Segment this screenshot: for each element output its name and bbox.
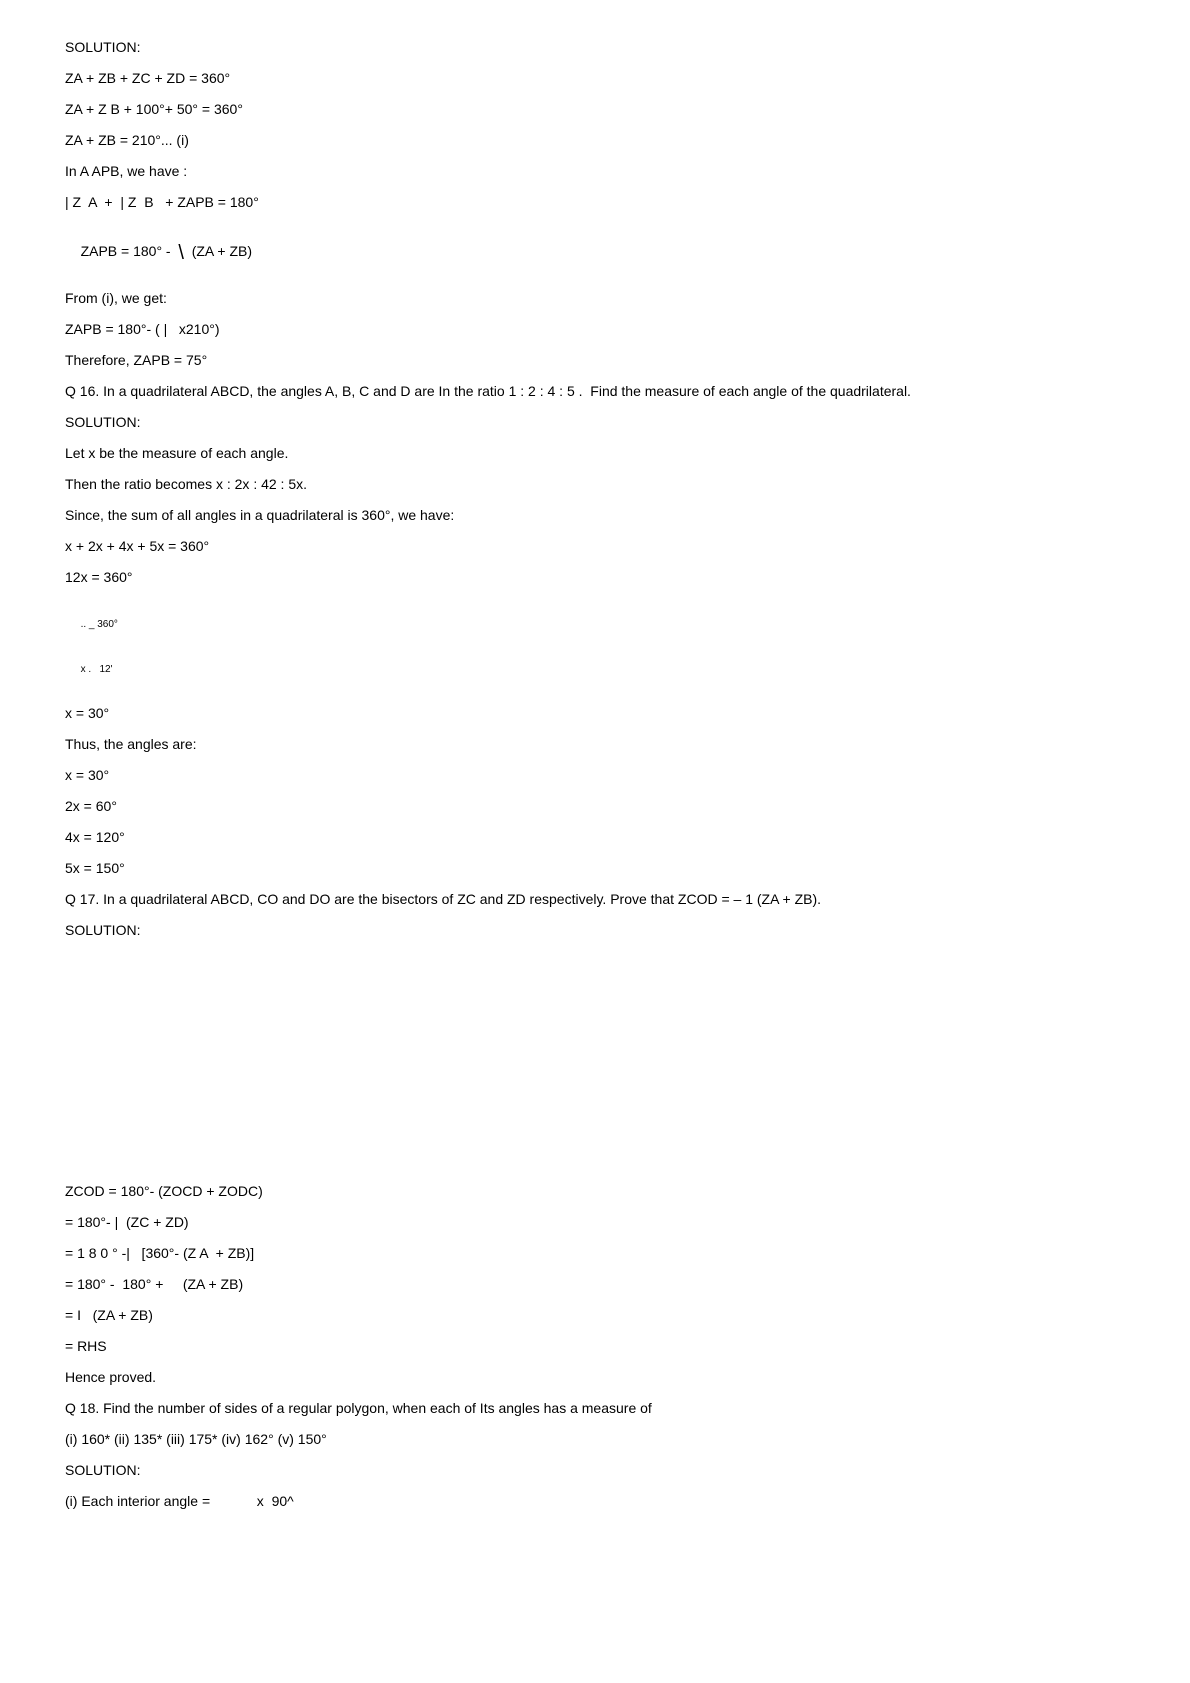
eq-line: ZCOD = 180°- (ZOCD + ZODC)	[65, 1184, 1125, 1198]
question-17: Q 17. In a quadrilateral ABCD, CO and DO…	[65, 892, 1125, 906]
eq-line: ZA + Z B + 100°+ 50° = 360°	[65, 102, 1125, 116]
solution-heading: SOLUTION:	[65, 415, 1125, 429]
text-line: In A APB, we have :	[65, 164, 1125, 178]
eq-line: x = 30°	[65, 768, 1125, 782]
solution-heading: SOLUTION:	[65, 40, 1125, 54]
diagram-placeholder	[65, 954, 1125, 1184]
eq-line: ZA + ZB = 210°... (i)	[65, 133, 1125, 147]
eq-line: = 180° - 180° + (ZA + ZB)	[65, 1277, 1125, 1291]
eq-line: x = 30°	[65, 706, 1125, 720]
frac-num: 360°	[97, 619, 118, 630]
eq-fraction: x . 12'	[65, 646, 1125, 689]
text-line: Then the ratio becomes x : 2x : 42 : 5x.	[65, 477, 1125, 491]
eq-part: ZAPB = 180° -	[81, 243, 179, 259]
eq-part: .. _	[81, 619, 98, 630]
text-line: From (i), we get:	[65, 291, 1125, 305]
eq-line: 4x = 120°	[65, 830, 1125, 844]
text-line: Hence proved.	[65, 1370, 1125, 1384]
eq-line: 12x = 360°	[65, 570, 1125, 584]
text-line: (i) 160* (ii) 135* (iii) 175* (iv) 162° …	[65, 1432, 1125, 1446]
document-page: SOLUTION: ZA + ZB + ZC + ZD = 360° ZA + …	[0, 0, 1190, 1683]
solution-heading: SOLUTION:	[65, 923, 1125, 937]
eq-symbol: \	[178, 242, 184, 264]
eq-line: = I (ZA + ZB)	[65, 1308, 1125, 1322]
question-16: Q 16. In a quadrilateral ABCD, the angle…	[65, 384, 1125, 398]
eq-line: = 180°- | (ZC + ZD)	[65, 1215, 1125, 1229]
text-line: Let x be the measure of each angle.	[65, 446, 1125, 460]
eq-line: ZA + ZB + ZC + ZD = 360°	[65, 71, 1125, 85]
eq-line: | Z A + | Z B + ZAPB = 180°	[65, 195, 1125, 209]
eq-line: 2x = 60°	[65, 799, 1125, 813]
frac-den: 12'	[99, 664, 112, 675]
eq-line: x + 2x + 4x + 5x = 360°	[65, 539, 1125, 553]
eq-line: ZAPB = 180°- ( | x210°)	[65, 322, 1125, 336]
eq-line: Therefore, ZAPB = 75°	[65, 353, 1125, 367]
eq-part: (ZA + ZB)	[184, 243, 252, 259]
text-line: Thus, the angles are:	[65, 737, 1125, 751]
eq-line: (i) Each interior angle = x 90^	[65, 1494, 1125, 1508]
text-line: Since, the sum of all angles in a quadri…	[65, 508, 1125, 522]
eq-fraction: .. _ 360°	[65, 601, 1125, 644]
solution-heading: SOLUTION:	[65, 1463, 1125, 1477]
eq-line: 5x = 150°	[65, 861, 1125, 875]
eq-line: = 1 8 0 ° -| [360°- (Z A + ZB)]	[65, 1246, 1125, 1260]
eq-part: x .	[81, 664, 100, 675]
eq-line: ZAPB = 180° - \ (ZA + ZB)	[65, 226, 1125, 274]
question-18: Q 18. Find the number of sides of a regu…	[65, 1401, 1125, 1415]
eq-line: = RHS	[65, 1339, 1125, 1353]
